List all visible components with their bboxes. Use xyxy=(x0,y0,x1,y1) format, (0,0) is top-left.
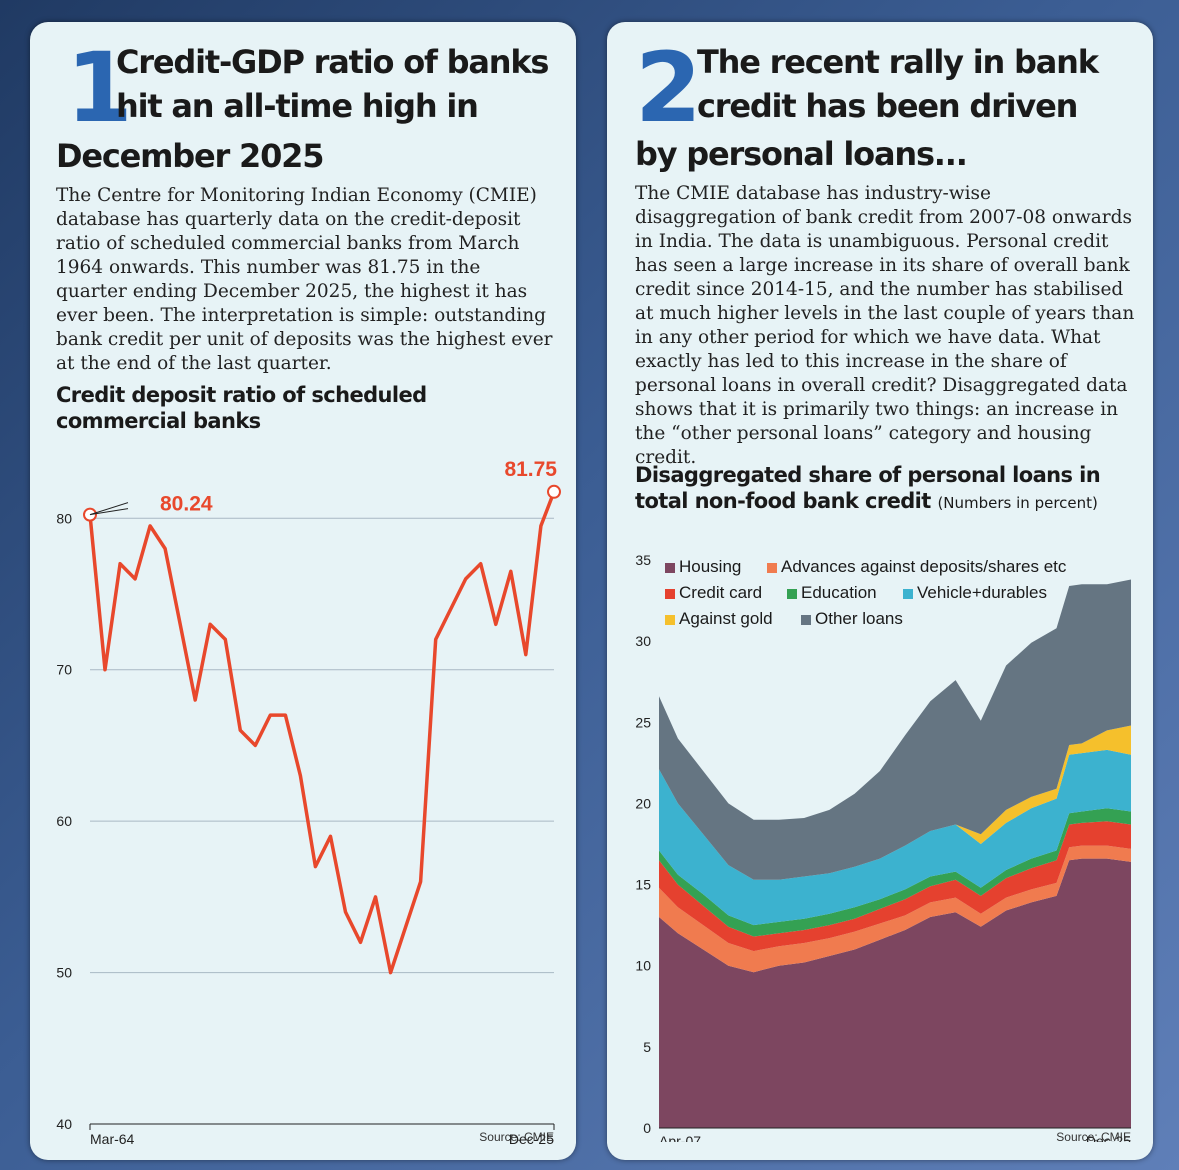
legend-label: Against gold xyxy=(679,609,773,628)
chart-title-text: Disaggregated share of personal loans in… xyxy=(635,463,1101,513)
section-number: 1 xyxy=(66,32,133,144)
headline-line-3: by personal loans... xyxy=(635,135,968,173)
x-tick-label: Dec-25 xyxy=(1086,1133,1131,1142)
callout-line xyxy=(89,508,129,516)
y-tick-label: 0 xyxy=(643,1120,651,1136)
headline-line-1: Credit-GDP ratio of banks xyxy=(116,43,549,81)
source-note: Source: CMIE xyxy=(1056,1130,1131,1144)
area-education xyxy=(659,808,1131,937)
legend-label: Credit card xyxy=(679,583,762,602)
credit-deposit-line xyxy=(88,491,556,975)
x-tick-label: Apr-07 xyxy=(659,1133,701,1142)
y-tick-label: 70 xyxy=(56,662,72,678)
intro-paragraph: The Centre for Monitoring Indian Economy… xyxy=(56,185,553,374)
y-tick-label: 35 xyxy=(635,552,651,568)
area-vehicle-durables xyxy=(659,749,1131,926)
legend-swatch xyxy=(903,589,913,599)
intro-paragraph: The CMIE database has industry-wise disa… xyxy=(635,183,1135,468)
chart-unit-note: (Numbers in percent) xyxy=(937,494,1098,512)
y-tick-label: 80 xyxy=(56,510,72,526)
area-other-loans xyxy=(659,579,1131,880)
legend-swatch xyxy=(665,615,675,625)
legend-label: Housing xyxy=(679,557,741,576)
chart-title: Disaggregated share of personal loans in… xyxy=(635,462,1135,516)
panel-credit-deposit: 1 Credit-GDP ratio of banks hit an all-t… xyxy=(30,22,576,1160)
y-tick-label: 5 xyxy=(643,1039,651,1055)
legend-swatch xyxy=(801,615,811,625)
legend-swatch xyxy=(787,589,797,599)
y-tick-label: 30 xyxy=(635,633,651,649)
area-credit-card xyxy=(659,821,1131,952)
headline-line-2: credit has been driven xyxy=(697,87,1078,125)
legend-swatch xyxy=(767,563,777,573)
chart-title: Credit deposit ratio of scheduled commer… xyxy=(56,383,427,433)
personal-loans-chart: 0 5 10 15 20 25 30 35 Apr-07 Dec-25 Housing Advance… xyxy=(635,552,1131,1142)
headline-line-1: The recent rally in bank xyxy=(697,43,1099,81)
area-housing xyxy=(659,858,1131,1128)
headline-line-3: December 2025 xyxy=(56,137,324,175)
source-note: Source: CMIE xyxy=(479,1130,554,1144)
x-tick-label: Mar-64 xyxy=(90,1131,135,1147)
legend-label: Vehicle+durables xyxy=(917,583,1047,602)
y-tick-label: 40 xyxy=(56,1116,72,1132)
credit-deposit-chart: 40 50 60 70 80 Mar-64 Dec-25 80.24 81.75 xyxy=(56,458,561,1147)
y-tick-label: 20 xyxy=(635,795,651,811)
section-number: 2 xyxy=(635,32,702,144)
x-tick-label: Dec-25 xyxy=(509,1131,554,1147)
y-tick-label: 15 xyxy=(635,877,651,893)
y-tick-label: 10 xyxy=(635,958,651,974)
y-tick-label: 50 xyxy=(56,965,72,981)
data-label-80-24: 80.24 xyxy=(160,493,213,516)
marker-last-value xyxy=(547,484,561,499)
legend-label: Advances against deposits/shares etc xyxy=(781,557,1067,576)
legend-swatch xyxy=(665,589,675,599)
y-tick-label: 25 xyxy=(635,714,651,730)
panel-personal-loans: 2 The recent rally in bank credit has be… xyxy=(607,22,1153,1160)
headline-line-2: hit an all-time high in xyxy=(116,87,479,125)
callout-line xyxy=(89,502,129,516)
y-tick-label: 60 xyxy=(56,813,72,829)
data-label-81-75: 81.75 xyxy=(504,458,557,481)
legend-swatch xyxy=(665,563,675,573)
legend-label: Education xyxy=(801,583,877,602)
area-advances-against-deposits-shares-etc xyxy=(659,845,1131,973)
legend-label: Other loans xyxy=(815,609,903,628)
area-against-gold xyxy=(659,725,1131,880)
